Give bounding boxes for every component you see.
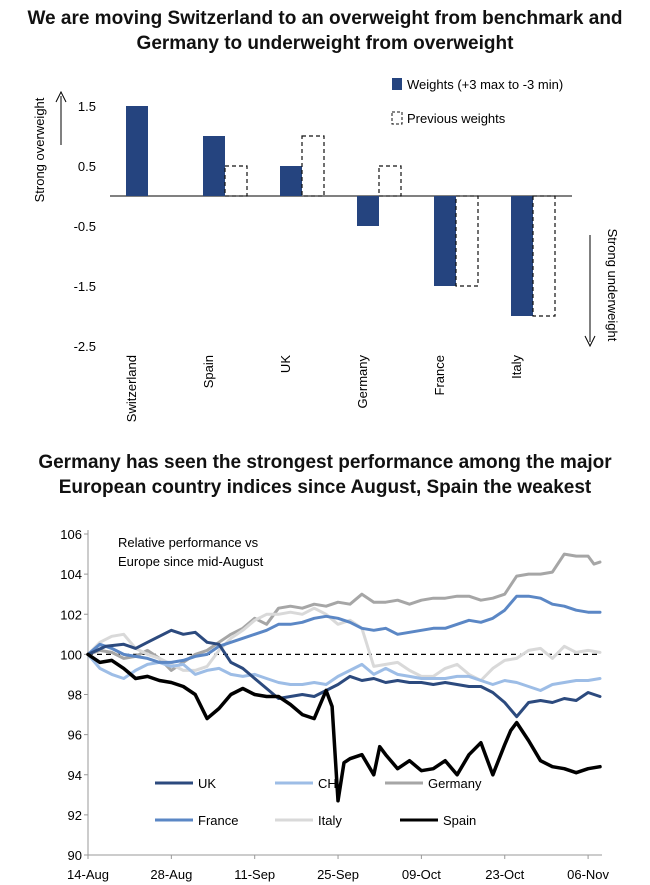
weights-bar-chart: 1.5 0.5 -0.5 -1.5 -2.5 Switzerland Spain UK Germ…: [32, 77, 620, 422]
strong-overweight-label: Strong overweight: [32, 97, 47, 202]
x-tick-label: 06-Nov: [567, 867, 609, 882]
y-tick-label: 94: [68, 768, 82, 783]
legend-label-ch: CH: [318, 776, 337, 791]
y-tick-label: -1.5: [74, 279, 96, 294]
series-line-ch: [86, 652, 602, 692]
chart-2-title: Germany has seen the strongest performan…: [0, 450, 650, 500]
chart-2-title-line-2: European country indices since August, S…: [58, 477, 592, 498]
legend-label-uk: UK: [198, 776, 216, 791]
y-tick-label: -0.5: [74, 219, 96, 234]
category-label: Spain: [201, 355, 216, 388]
y-tick-label: 102: [60, 607, 82, 622]
category-label: Germany: [355, 355, 370, 409]
bar-current-weight: [511, 196, 533, 316]
annotation-line-2: Europe since mid-August: [118, 554, 264, 569]
chart-2-title-line-1: Germany has seen the strongest performan…: [38, 452, 612, 473]
series-line-spain: [86, 652, 602, 803]
category-label: France: [432, 355, 447, 395]
legend-label-italy: Italy: [318, 813, 342, 828]
y-tick-label: 0.5: [78, 159, 96, 174]
legend-swatch-previous: [391, 111, 403, 125]
x-tick-label: 11-Sep: [234, 867, 275, 882]
category-label: UK: [278, 355, 293, 373]
legend-label-weights: Weights (+3 max to -3 min): [407, 77, 563, 92]
y-tick-label: 104: [60, 567, 82, 582]
bar-current-weight: [280, 166, 302, 196]
legend-label-previous: Previous weights: [407, 111, 506, 126]
underweight-arrow-head: [584, 335, 596, 348]
annotation-line-1: Relative performance vs: [118, 535, 259, 550]
y-tick-label: 90: [68, 848, 82, 863]
chart-1-title: We are moving Switzerland to an overweig…: [0, 6, 650, 56]
legend-label-france: France: [198, 813, 238, 828]
bar-previous-weight: [378, 165, 402, 197]
chart-1-title-line-2: Germany to underweight from overweight: [136, 33, 514, 54]
bar-current-weight: [126, 106, 148, 196]
strong-underweight-label: Strong underweight: [605, 229, 620, 342]
x-tick-label: 28-Aug: [150, 867, 192, 882]
series-line-uk: [86, 628, 602, 719]
legend-label-spain: Spain: [443, 813, 476, 828]
bar-current-weight: [434, 196, 456, 286]
chart-1-title-line-1: We are moving Switzerland to an overweig…: [27, 8, 623, 29]
bar-current-weight: [203, 136, 225, 196]
y-tick-label: 1.5: [78, 99, 96, 114]
y-tick-label: -2.5: [74, 339, 96, 354]
category-label: Italy: [509, 355, 524, 379]
x-tick-label: 09-Oct: [402, 867, 441, 882]
bar-previous-weight: [301, 135, 325, 197]
y-tick-label: 100: [60, 647, 82, 662]
bar-current-weight: [357, 196, 379, 226]
y-tick-label: 96: [68, 728, 82, 743]
series-line-france: [86, 594, 602, 664]
overweight-arrow-head: [55, 90, 67, 103]
bar-previous-weight: [532, 195, 556, 317]
y-tick-label: 98: [68, 688, 82, 703]
legend-label-germany: Germany: [428, 776, 482, 791]
x-tick-label: 25-Sep: [317, 867, 359, 882]
legend-swatch-weights: [392, 78, 402, 90]
x-tick-label: 23-Oct: [485, 867, 524, 882]
y-tick-label: 92: [68, 808, 82, 823]
bar-previous-weight: [455, 195, 479, 287]
category-label: Switzerland: [124, 355, 139, 422]
y-tick-label: 106: [60, 527, 82, 542]
x-tick-label: 14-Aug: [67, 867, 109, 882]
bar-previous-weight: [224, 165, 248, 197]
